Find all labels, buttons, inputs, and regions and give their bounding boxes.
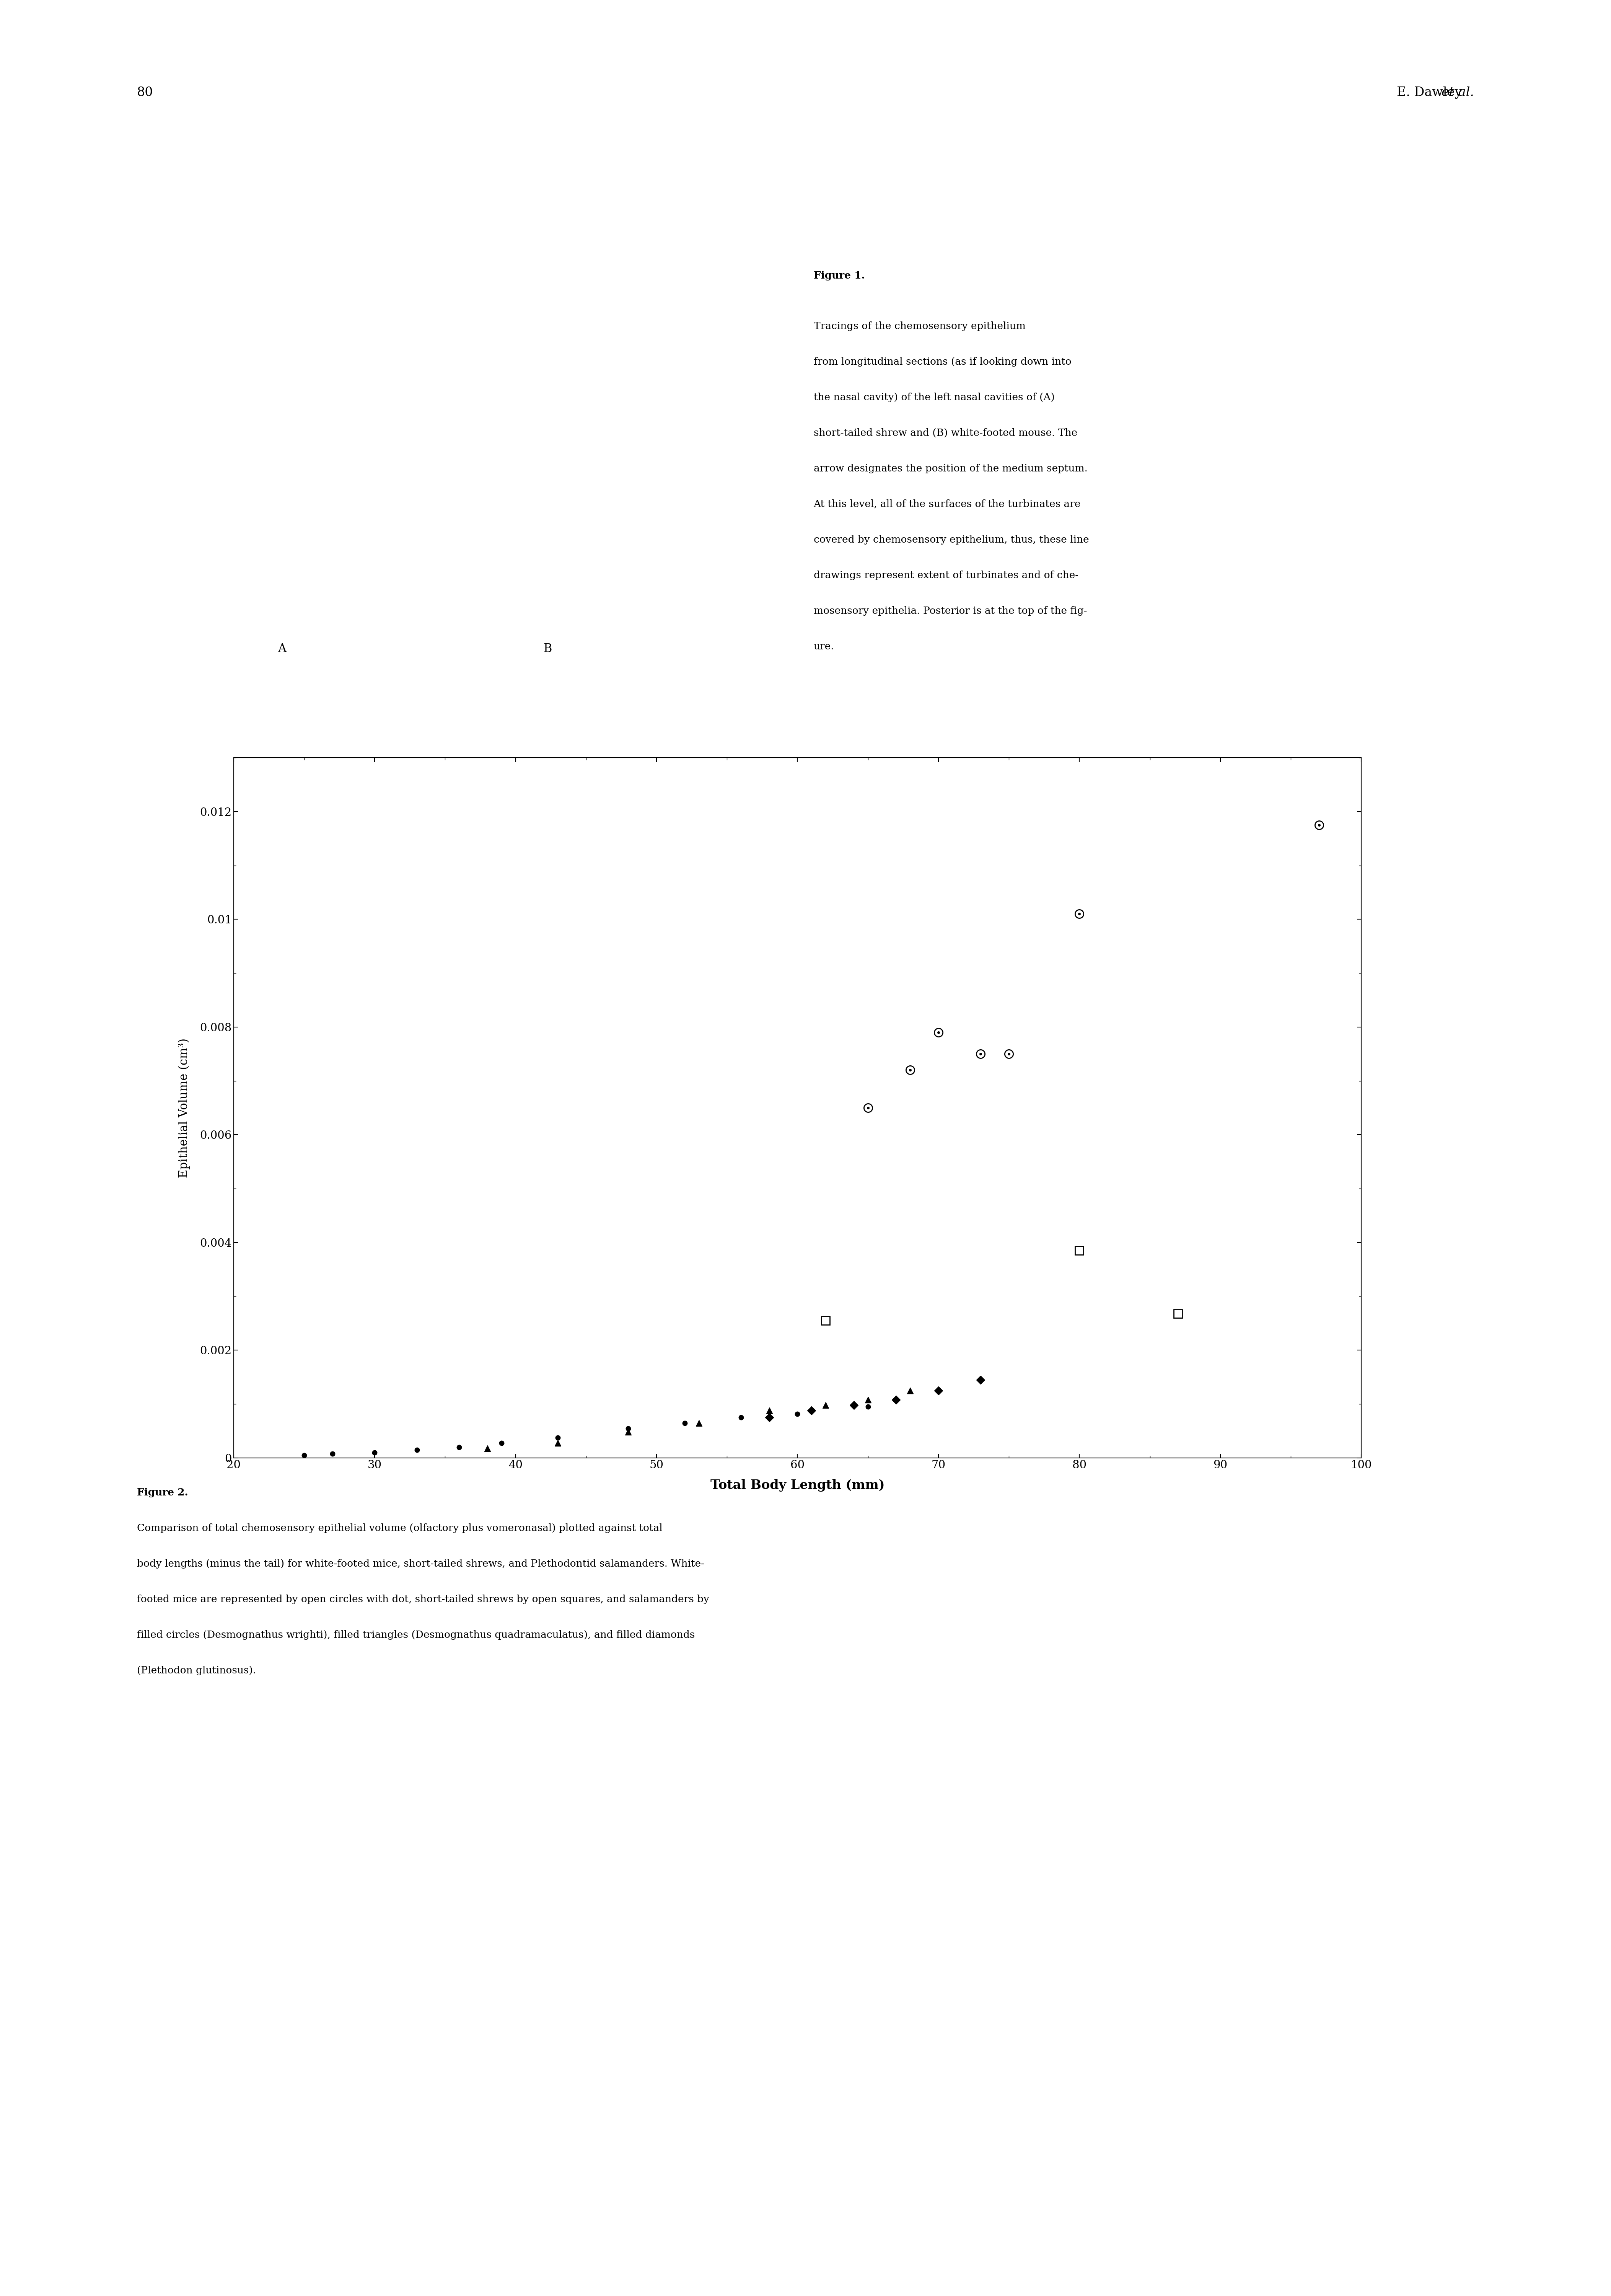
Y-axis label: Epithelial Volume (cm³): Epithelial Volume (cm³) (179, 1038, 190, 1178)
Text: covered by chemosensory epithelium, thus, these line: covered by chemosensory epithelium, thus… (814, 535, 1089, 544)
Text: body lengths (minus the tail) for white-footed mice, short-tailed shrews, and Pl: body lengths (minus the tail) for white-… (137, 1559, 704, 1568)
Text: 80: 80 (137, 87, 153, 99)
Text: arrow designates the position of the medium septum.: arrow designates the position of the med… (814, 464, 1087, 473)
Text: ure.: ure. (814, 643, 834, 652)
Text: A: A (277, 643, 287, 654)
Text: Figure 2.: Figure 2. (137, 1488, 188, 1497)
Text: B: B (543, 643, 553, 654)
Text: Figure 1.: Figure 1. (814, 271, 865, 280)
Text: filled circles (Desmognathus wrighti), filled triangles (Desmognathus quadramacu: filled circles (Desmognathus wrighti), f… (137, 1630, 694, 1639)
Text: et al.: et al. (1442, 87, 1474, 99)
Text: Tracings of the chemosensory epithelium: Tracings of the chemosensory epithelium (814, 321, 1026, 331)
Text: short-tailed shrew and (B) white-footed mouse. The: short-tailed shrew and (B) white-footed … (814, 427, 1078, 439)
Text: footed mice are represented by open circles with dot, short-tailed shrews by ope: footed mice are represented by open circ… (137, 1593, 709, 1605)
Text: from longitudinal sections (as if looking down into: from longitudinal sections (as if lookin… (814, 358, 1071, 367)
Text: Comparison of total chemosensory epithelial volume (olfactory plus vomeronasal) : Comparison of total chemosensory epithel… (137, 1525, 662, 1534)
Text: E. Dawley: E. Dawley (1397, 87, 1466, 99)
X-axis label: Total Body Length (mm): Total Body Length (mm) (710, 1479, 884, 1492)
Text: the nasal cavity) of the left nasal cavities of (A): the nasal cavity) of the left nasal cavi… (814, 393, 1055, 402)
Text: At this level, all of the surfaces of the turbinates are: At this level, all of the surfaces of th… (814, 501, 1081, 510)
Text: (Plethodon glutinosus).: (Plethodon glutinosus). (137, 1667, 256, 1676)
Text: mosensory epithelia. Posterior is at the top of the fig-: mosensory epithelia. Posterior is at the… (814, 606, 1087, 615)
Text: drawings represent extent of turbinates and of che-: drawings represent extent of turbinates … (814, 572, 1078, 581)
